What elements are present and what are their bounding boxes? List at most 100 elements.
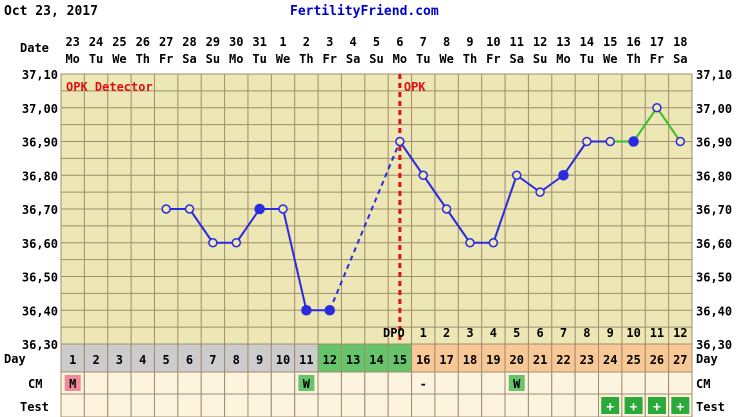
site-name[interactable]: FertilityFriend.com xyxy=(290,4,439,19)
date-label: 2 xyxy=(303,35,310,49)
dpo-label: 5 xyxy=(513,326,520,340)
day-row-label-right: Day xyxy=(696,352,718,366)
date-label: 9 xyxy=(466,35,473,49)
date-label: 24 xyxy=(89,35,103,49)
date-row-label: Date xyxy=(20,41,49,55)
cm-cell xyxy=(270,371,296,395)
cycle-day-label: 6 xyxy=(186,353,193,367)
date-label: 6 xyxy=(396,35,403,49)
cycle-day-label: 27 xyxy=(673,353,687,367)
weekday-label: Su xyxy=(369,52,383,66)
date-label: 3 xyxy=(326,35,333,49)
weekday-label: Tu xyxy=(580,52,594,66)
cm-cell xyxy=(527,371,553,395)
date-label: 29 xyxy=(206,35,220,49)
date-label: 14 xyxy=(580,35,594,49)
test-cell xyxy=(317,393,342,417)
cm-cell xyxy=(177,371,202,395)
cm-cell xyxy=(457,371,483,395)
temp-line-segment xyxy=(632,107,658,143)
cm-cell xyxy=(153,371,179,395)
weekday-label: We xyxy=(603,52,617,66)
weekday-label: Th xyxy=(626,52,640,66)
temp-point xyxy=(675,136,686,147)
temp-point xyxy=(558,170,569,181)
weekday-label: Su xyxy=(206,52,220,66)
temp-line-segment xyxy=(516,174,541,193)
cm-row-label: CM xyxy=(28,377,42,391)
test-marker xyxy=(601,397,620,414)
temp-line-segment xyxy=(188,208,214,244)
weekday-label: Fr xyxy=(323,52,337,66)
date-label: 13 xyxy=(556,35,570,49)
date-label: 17 xyxy=(650,35,664,49)
cycle-day-label: 10 xyxy=(276,353,290,367)
temp-point xyxy=(418,170,428,180)
temp-line-segment xyxy=(235,208,261,244)
cm-cell xyxy=(317,371,342,395)
weekday-label: Sa xyxy=(346,52,360,66)
cycle-day-label: 11 xyxy=(299,353,313,367)
dpo-label: 4 xyxy=(490,326,497,340)
test-cell xyxy=(340,393,366,417)
test-cell xyxy=(224,393,249,417)
date-label: 7 xyxy=(420,35,427,49)
date-label: 4 xyxy=(350,35,357,49)
weekday-label: Mo xyxy=(556,52,570,66)
cm-label: M xyxy=(69,377,76,391)
dpo-row-label: DPO xyxy=(383,326,405,340)
temp-point xyxy=(231,238,242,248)
test-cell xyxy=(551,393,576,417)
date-label: 15 xyxy=(603,35,617,49)
cycle-day-label: 23 xyxy=(580,353,594,367)
cycle-day-label: 21 xyxy=(533,353,547,367)
temp-point xyxy=(488,238,499,248)
temp-point xyxy=(652,103,662,113)
y-tick-label-right: 36,70 xyxy=(696,203,732,217)
temp-point xyxy=(511,170,522,180)
temp-point xyxy=(605,136,615,147)
cm-label: - xyxy=(420,377,427,391)
date-label: 28 xyxy=(182,35,196,49)
cm-cell xyxy=(247,371,272,395)
date-label: 30 xyxy=(229,35,243,49)
test-label: + xyxy=(653,400,661,415)
temp-point xyxy=(278,204,288,214)
dpo-label: 10 xyxy=(626,326,640,340)
opk-label: OPK xyxy=(404,80,426,94)
test-cell xyxy=(60,393,85,417)
temp-point xyxy=(465,238,475,248)
cm-cell xyxy=(644,371,670,395)
cm-marker xyxy=(64,375,81,391)
date-label: 27 xyxy=(159,35,173,49)
y-tick-label-left: 36,50 xyxy=(22,271,58,285)
test-label: + xyxy=(630,400,638,415)
y-tick-label-right: 37,00 xyxy=(696,102,732,116)
cm-label: W xyxy=(513,377,521,391)
weekday-label: Sa xyxy=(673,52,687,66)
test-cell xyxy=(200,393,226,417)
cm-cell xyxy=(574,371,600,395)
y-tick-label-left: 36,80 xyxy=(22,169,58,183)
cycle-day-label: 17 xyxy=(439,353,453,367)
date-label: 11 xyxy=(509,35,523,49)
test-cell xyxy=(270,393,296,417)
weekday-label: Fr xyxy=(650,52,664,66)
test-cell xyxy=(481,393,506,417)
test-cell xyxy=(294,393,319,417)
date-label: 25 xyxy=(112,35,126,49)
temp-point xyxy=(301,305,312,316)
cycle-day-label: 7 xyxy=(209,353,216,367)
temp-point xyxy=(254,203,265,215)
test-cell xyxy=(107,393,132,417)
weekday-label: Tu xyxy=(416,52,430,66)
test-label: + xyxy=(676,400,684,415)
y-tick-label-left: 37,10 xyxy=(22,68,58,82)
cycle-day-label: 26 xyxy=(650,353,664,367)
test-cell xyxy=(247,393,272,417)
temp-point xyxy=(161,204,171,214)
cm-row-label-right: CM xyxy=(696,377,710,391)
date-label: 1 xyxy=(279,35,286,49)
y-tick-label-right: 36,90 xyxy=(696,136,732,150)
